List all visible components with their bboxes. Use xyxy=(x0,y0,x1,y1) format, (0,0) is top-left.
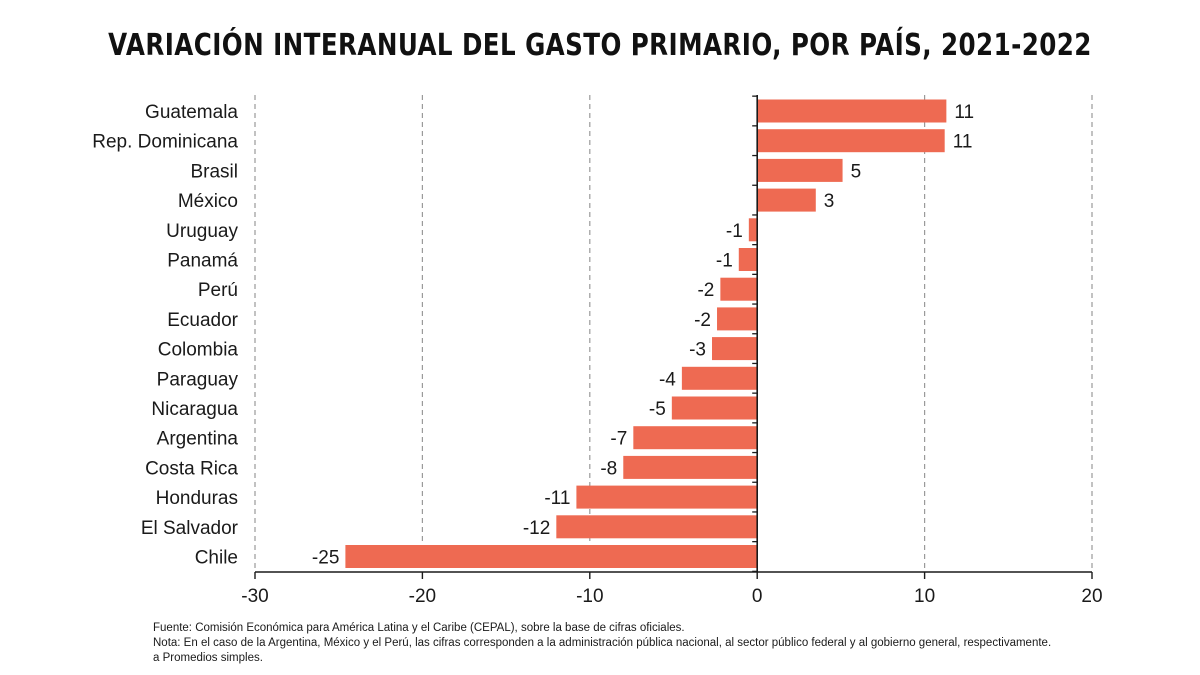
x-tick-label: -10 xyxy=(576,586,603,607)
bar xyxy=(757,158,843,182)
category-label: Costa Rica xyxy=(145,458,238,479)
category-label: Honduras xyxy=(156,488,238,509)
axes xyxy=(254,95,1093,579)
grid-lines xyxy=(254,95,1093,572)
category-label: Ecuador xyxy=(167,310,238,331)
bar xyxy=(748,218,758,242)
bar xyxy=(757,99,947,123)
labels: Guatemala 11 Rep. Dominicana 11 Brasil 5 Méxic… xyxy=(92,102,1102,607)
value-label: -2 xyxy=(694,310,711,331)
bar xyxy=(738,248,758,271)
category-label: México xyxy=(178,191,238,212)
category-label: Argentina xyxy=(157,429,239,450)
x-tick-label: 20 xyxy=(1081,586,1102,607)
category-label: Perú xyxy=(198,280,238,301)
value-label: -2 xyxy=(697,280,714,301)
bars xyxy=(345,99,947,568)
bar xyxy=(720,277,758,301)
footnotes: Fuente: Comisión Económica para América … xyxy=(153,621,1153,666)
bar xyxy=(712,337,758,361)
category-label: El Salvador xyxy=(141,518,239,539)
bar xyxy=(623,455,758,479)
x-tick-label: 10 xyxy=(914,586,935,607)
category-label: Chile xyxy=(195,548,238,569)
category-label: Guatemala xyxy=(145,102,238,123)
bar xyxy=(345,545,758,568)
value-label: -8 xyxy=(600,458,617,479)
value-label: 5 xyxy=(851,161,862,182)
value-label: -3 xyxy=(689,340,706,361)
bar xyxy=(681,366,758,390)
value-label: 11 xyxy=(954,102,974,123)
chart-title: VARIACIÓN INTERANUAL DEL GASTO PRIMARIO,… xyxy=(108,28,1092,63)
category-label: Brasil xyxy=(190,161,238,182)
x-tick-label: -20 xyxy=(409,586,436,607)
category-label: Colombia xyxy=(158,340,239,361)
category-label: Paraguay xyxy=(157,369,239,390)
bar xyxy=(556,515,758,539)
category-label: Panamá xyxy=(167,251,238,272)
bar xyxy=(576,485,758,509)
footnote-a: a Promedios simples. xyxy=(153,652,263,664)
value-label: -12 xyxy=(523,518,550,539)
value-label: -4 xyxy=(659,369,676,390)
value-label: 11 xyxy=(953,132,973,153)
bar xyxy=(671,396,758,420)
value-label: -7 xyxy=(610,429,627,450)
value-label: 3 xyxy=(824,191,835,212)
value-label: -1 xyxy=(716,251,733,272)
category-label: Nicaragua xyxy=(151,399,238,420)
value-label: -11 xyxy=(544,488,570,509)
x-tick-label: -30 xyxy=(241,586,268,607)
bar xyxy=(717,307,758,331)
bar xyxy=(757,188,816,212)
methodology-note: Nota: En el caso de la Argentina, México… xyxy=(153,637,1052,649)
category-label: Uruguay xyxy=(166,221,238,242)
source-note: Fuente: Comisión Económica para América … xyxy=(153,622,685,634)
category-label: Rep. Dominicana xyxy=(92,132,238,153)
x-tick-label: 0 xyxy=(752,586,763,607)
value-label: -1 xyxy=(726,221,743,242)
value-label: -25 xyxy=(312,548,339,569)
bar xyxy=(633,426,758,450)
value-label: -5 xyxy=(649,399,666,420)
bar xyxy=(757,129,945,153)
